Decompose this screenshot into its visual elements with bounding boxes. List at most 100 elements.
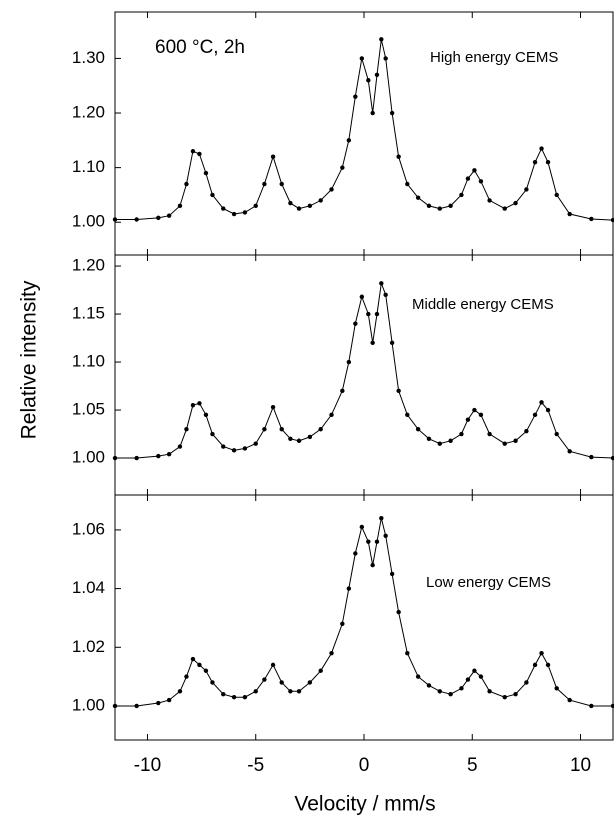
data-point (370, 340, 375, 346)
x-tick-label: -10 (134, 755, 161, 776)
data-point (379, 281, 384, 286)
data-point (210, 431, 215, 437)
data-point (197, 151, 202, 157)
data-point (459, 686, 464, 691)
data-point (279, 181, 284, 187)
data-point (279, 427, 284, 432)
data-point (156, 215, 161, 221)
y-tick-label: 1.20 (72, 103, 105, 122)
data-point (270, 404, 276, 410)
data-point (329, 650, 334, 656)
data-point (184, 674, 189, 679)
y-tick-label: 1.00 (72, 448, 105, 467)
data-point (190, 149, 196, 154)
y-tick-label: 1.06 (72, 519, 105, 538)
data-point (415, 195, 421, 200)
data-point (353, 551, 358, 556)
data-point (340, 165, 345, 170)
data-point (426, 683, 432, 688)
data-point (539, 650, 544, 656)
data-point (370, 110, 375, 116)
data-point (353, 321, 358, 326)
data-point (472, 668, 477, 673)
data-point (405, 412, 410, 418)
data-point (190, 403, 196, 408)
data-point (545, 407, 551, 413)
data-point (221, 444, 226, 449)
data-point (589, 454, 594, 460)
x-tick-label: 5 (467, 755, 478, 776)
data-point (134, 703, 139, 709)
data-point (197, 401, 202, 406)
data-point (396, 154, 401, 159)
data-point (389, 340, 395, 346)
data-point (502, 206, 507, 211)
data-point (307, 680, 313, 685)
panel-label: Middle energy CEMS (412, 296, 554, 313)
panel-label: High energy CEMS (430, 49, 558, 66)
data-point (156, 700, 161, 706)
data-point (472, 407, 477, 413)
data-point (539, 146, 544, 151)
data-point (329, 187, 334, 192)
data-point (296, 206, 302, 211)
data-point (396, 388, 401, 394)
data-point (554, 686, 559, 691)
data-point (134, 455, 139, 461)
data-point (545, 159, 551, 165)
data-point (288, 200, 293, 206)
data-point (554, 192, 559, 198)
x-tick-label: -5 (247, 755, 264, 776)
data-point (270, 662, 276, 668)
data-point (472, 168, 477, 173)
y-tick-label: 1.05 (72, 400, 105, 419)
data-point (242, 694, 248, 700)
y-tick-label: 1.04 (72, 578, 105, 597)
data-point (589, 216, 594, 222)
data-point (502, 441, 507, 446)
data-point (112, 217, 118, 222)
data-point (459, 192, 464, 198)
data-point (589, 703, 594, 709)
data-point (346, 359, 352, 365)
data-line (115, 39, 614, 221)
data-point (359, 524, 365, 530)
data-point (448, 203, 453, 209)
data-point (379, 37, 384, 42)
data-point (465, 176, 471, 181)
data-point (405, 650, 410, 656)
data-point (437, 689, 442, 694)
data-point (374, 311, 380, 317)
data-point (374, 539, 380, 544)
data-point (366, 78, 371, 83)
data-point (307, 203, 313, 209)
data-point (112, 703, 118, 709)
data-point (459, 431, 464, 437)
data-point (340, 621, 345, 627)
data-point (567, 449, 572, 454)
data-point (270, 154, 276, 159)
data-point (177, 689, 183, 694)
data-point (396, 609, 401, 615)
data-point (242, 210, 248, 215)
data-point (415, 427, 421, 432)
data-point (307, 434, 313, 440)
data-point (478, 674, 484, 679)
data-point (426, 436, 432, 442)
data-point (478, 179, 484, 184)
data-point (134, 217, 139, 222)
data-point (231, 694, 237, 700)
data-point (231, 211, 237, 217)
data-point (359, 56, 365, 61)
data-point (329, 412, 334, 418)
data-point (415, 674, 421, 679)
data-point (177, 444, 183, 449)
data-point (253, 203, 258, 209)
data-point (197, 662, 202, 668)
data-point (426, 203, 432, 209)
data-point (210, 192, 215, 198)
data-point (166, 213, 172, 218)
data-point (478, 412, 484, 418)
data-point (288, 689, 293, 694)
data-point (513, 692, 518, 697)
